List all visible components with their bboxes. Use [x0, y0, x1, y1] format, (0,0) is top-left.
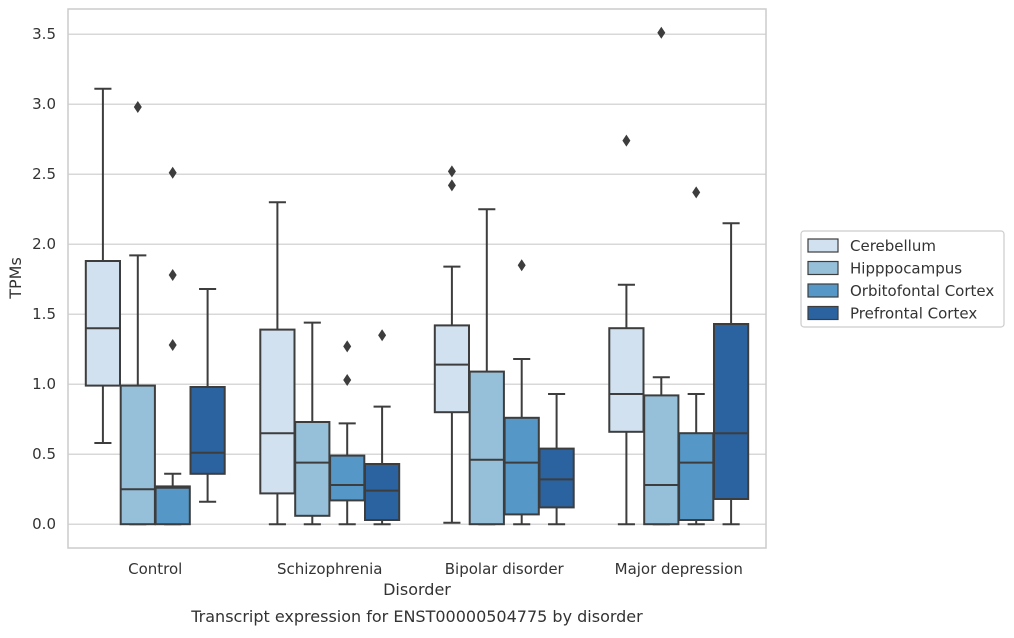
- y-axis-label: TPMs: [6, 257, 25, 300]
- box-body: [329, 454, 366, 502]
- y-tick-label: 0.0: [32, 515, 56, 533]
- outlier-point: [622, 134, 631, 147]
- y-tick-label: 1.0: [32, 375, 56, 393]
- outlier-point: [447, 179, 456, 192]
- box-cerebellum-1: [259, 201, 296, 526]
- outlier-point: [168, 269, 177, 281]
- box-cerebellum-2: [433, 165, 471, 524]
- box-body: [678, 432, 715, 522]
- box-body: [154, 485, 191, 526]
- x-tick-label: Major depression: [615, 560, 743, 578]
- y-tick-label: 2.5: [32, 165, 56, 183]
- chart-caption: Transcript expression for ENST0000050477…: [190, 607, 643, 626]
- box-orbitofontal-cortex-1: [329, 340, 366, 526]
- box-body: [363, 463, 401, 521]
- box-hipppocampus-3: [643, 26, 680, 526]
- box-orbitofontal-cortex-2: [503, 259, 540, 526]
- box-body: [433, 324, 471, 414]
- legend-label: Cerebellum: [850, 237, 936, 255]
- legend-label: Orbitofontal Cortex: [850, 282, 994, 300]
- box-body: [643, 394, 680, 526]
- legend-swatch: [807, 238, 839, 253]
- boxes-layer: [84, 26, 750, 526]
- box-body: [189, 386, 226, 475]
- x-tick-labels: Control Schizophrenia Bipolar disorder Majo…: [128, 560, 743, 578]
- legend-swatch: [807, 305, 839, 321]
- box-prefrontal-cortex-1: [363, 329, 401, 526]
- outlier-point: [343, 374, 352, 386]
- x-axis-label: Disorder: [383, 580, 451, 599]
- outlier-point: [378, 329, 387, 342]
- box-body: [294, 421, 331, 517]
- outlier-point: [692, 186, 701, 199]
- y-tick-label: 3.0: [32, 95, 56, 113]
- grid-layer: [68, 33, 766, 525]
- y-tick-label: 1.5: [32, 305, 56, 323]
- outlier-point: [447, 165, 456, 178]
- box-orbitofontal-cortex-0: [154, 166, 191, 526]
- legend: Cerebellum Hipppocampus Orbitofontal Corte…: [800, 230, 1005, 328]
- legend-frame: [800, 230, 1005, 328]
- legend-swatch: [807, 283, 839, 298]
- legend-label: Hipppocampus: [850, 260, 962, 278]
- box-body: [608, 327, 645, 433]
- outlier-point: [168, 339, 177, 351]
- plot-frame: [67, 8, 767, 549]
- box-body: [259, 328, 296, 495]
- x-tick-label: Schizophrenia: [277, 560, 382, 578]
- legend-label: Prefrontal Cortex: [850, 305, 977, 323]
- box-hipppocampus-2: [468, 208, 505, 526]
- box-orbitofontal-cortex-3: [678, 186, 715, 526]
- box-cerebellum-3: [608, 134, 645, 526]
- y-tick-label: 0.5: [32, 445, 56, 463]
- outlier-point: [133, 101, 142, 113]
- legend-swatch: [807, 260, 839, 276]
- box-hipppocampus-1: [294, 321, 331, 526]
- x-tick-label: Bipolar disorder: [445, 560, 565, 578]
- outlier-point: [168, 166, 177, 179]
- y-tick-label: 2.0: [32, 235, 56, 253]
- outlier-point: [343, 340, 352, 353]
- box-body: [468, 370, 505, 526]
- box-body: [538, 447, 575, 509]
- outlier-point: [517, 259, 526, 272]
- box-hipppocampus-0: [119, 101, 156, 526]
- box-prefrontal-cortex-3: [712, 222, 750, 526]
- y-tick-label: 3.5: [32, 25, 56, 43]
- box-cerebellum-0: [84, 87, 122, 444]
- y-tick-labels: 0.0 0.5 1.0 1.5 2.0 2.5 3.0 3.5: [32, 25, 56, 533]
- x-tick-label: Control: [128, 560, 182, 578]
- box-prefrontal-cortex-0: [189, 288, 226, 503]
- box-body: [503, 416, 540, 516]
- box-body: [84, 260, 122, 387]
- box-body: [119, 384, 156, 526]
- outlier-point: [657, 26, 666, 39]
- box-body: [712, 323, 750, 500]
- box-prefrontal-cortex-2: [538, 393, 575, 526]
